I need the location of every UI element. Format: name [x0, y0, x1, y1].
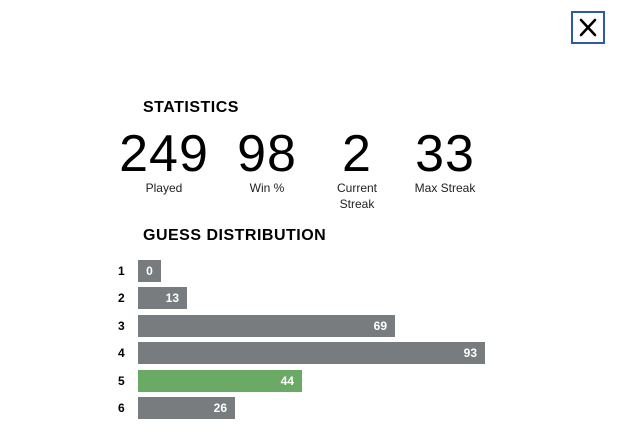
distribution-bar: 44	[138, 370, 302, 392]
distribution-guess-number: 2	[118, 291, 125, 305]
distribution-bar: 93	[138, 342, 485, 364]
distribution-guess-number: 1	[118, 264, 125, 278]
stat-played-value: 249	[119, 125, 209, 183]
distribution-guess-number: 6	[118, 401, 125, 415]
distribution-guess-number: 3	[118, 319, 125, 333]
stat-played-label: Played	[145, 181, 183, 195]
stat-win-percent-value: 98	[237, 125, 297, 183]
stat-max-streak: 33 Max Streak	[400, 128, 490, 196]
close-button[interactable]	[571, 11, 605, 44]
distribution-row-6: 6 26	[118, 397, 235, 419]
distribution-row-5: 5 44	[118, 370, 302, 392]
distribution-bar: 26	[138, 397, 235, 419]
distribution-guess-number: 5	[118, 374, 125, 388]
distribution-guess-number: 4	[118, 346, 125, 360]
stat-max-streak-value: 33	[415, 125, 475, 183]
stat-win-percent-label: Win %	[249, 181, 285, 195]
statistics-heading: STATISTICS	[143, 99, 239, 116]
stat-win-percent: 98 Win %	[222, 128, 312, 196]
distribution-row-2: 2 13	[118, 287, 187, 309]
stat-current-streak-label: Current Streak	[336, 181, 377, 211]
close-icon	[579, 18, 597, 37]
stat-current-streak: 2 Current Streak	[312, 128, 402, 212]
guess-distribution-heading: GUESS DISTRIBUTION	[143, 227, 327, 244]
distribution-bar: 13	[138, 287, 187, 309]
stat-played: 249 Played	[119, 128, 209, 196]
stat-current-streak-value: 2	[342, 125, 372, 183]
distribution-row-4: 4 93	[118, 342, 485, 364]
distribution-bar: 69	[138, 315, 395, 337]
stat-max-streak-label: Max Streak	[414, 181, 476, 195]
distribution-row-3: 3 69	[118, 315, 395, 337]
distribution-bar: 0	[138, 260, 161, 282]
